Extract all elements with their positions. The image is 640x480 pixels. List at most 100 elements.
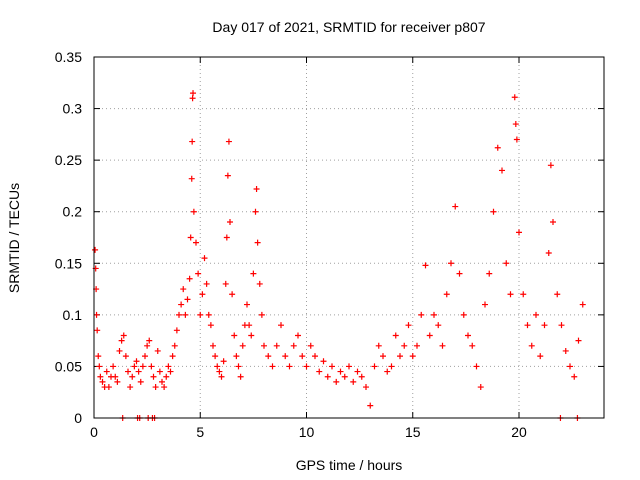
y-tick-label: 0.25 [55, 152, 82, 168]
data-point [324, 373, 331, 380]
data-point [337, 368, 344, 375]
data-point [163, 373, 170, 380]
data-point [397, 353, 403, 360]
data-point [225, 138, 232, 145]
data-point [460, 311, 467, 318]
data-point [333, 378, 340, 385]
data-point [439, 342, 446, 349]
data-point [295, 332, 301, 339]
data-point [524, 322, 531, 329]
data-point [169, 353, 176, 360]
data-point [186, 275, 193, 282]
data-point [354, 368, 361, 375]
y-tick-label: 0 [74, 410, 82, 426]
data-point [401, 342, 408, 349]
data-point [197, 311, 204, 318]
data-point [201, 255, 208, 262]
data-point [256, 280, 263, 287]
data-point [367, 402, 374, 409]
data-point [575, 337, 582, 344]
data-point [199, 291, 206, 298]
x-tick-label: 0 [90, 424, 98, 440]
data-point [512, 121, 519, 128]
y-tick-label: 0.35 [55, 49, 82, 65]
data-point [533, 311, 539, 318]
data-point [273, 342, 280, 349]
data-point [165, 363, 172, 370]
data-point [125, 368, 131, 375]
data-point [92, 246, 99, 253]
data-point [253, 186, 260, 193]
data-point [142, 353, 148, 360]
chart-title: Day 017 of 2021, SRMTID for receiver p80… [212, 19, 485, 35]
data-point [152, 384, 159, 391]
data-point [307, 342, 314, 349]
data-point [154, 347, 161, 354]
data-point [511, 94, 518, 101]
data-point [222, 280, 229, 287]
data-point [178, 301, 185, 308]
data-point [95, 353, 102, 360]
data-point [469, 342, 476, 349]
y-tick-label: 0.1 [63, 307, 83, 323]
data-point [499, 167, 505, 174]
data-point [146, 337, 153, 344]
data-point [184, 296, 191, 303]
data-point [224, 172, 231, 179]
data-point [203, 280, 210, 287]
data-point [189, 95, 196, 102]
data-point [550, 219, 556, 226]
data-point [96, 363, 103, 370]
data-point [235, 363, 242, 370]
data-point [227, 219, 233, 226]
axis-ticks: 0 0.05 0.1 0.15 0.2 0.25 0.3 0.35 0 5 10 15 20 [55, 49, 604, 440]
data-point [422, 262, 429, 269]
data-point [246, 322, 253, 329]
data-point [269, 363, 276, 370]
data-point [105, 384, 112, 391]
data-point [220, 358, 227, 365]
data-point [516, 229, 522, 236]
data-point [237, 373, 244, 380]
data-point [392, 332, 399, 339]
data-point [541, 322, 548, 329]
data-point [205, 311, 212, 318]
data-point [252, 208, 259, 215]
data-point [477, 384, 484, 391]
data-point [190, 208, 197, 215]
data-point [229, 291, 236, 298]
data-point [114, 378, 121, 385]
data-point [188, 175, 195, 182]
data-point [93, 311, 100, 318]
y-tick-label: 0.15 [55, 255, 82, 271]
data-point [503, 260, 510, 267]
data-points [92, 90, 586, 421]
data-point [144, 342, 151, 349]
data-point [571, 373, 578, 380]
data-point [207, 322, 214, 329]
x-tick-label: 5 [196, 424, 204, 440]
data-point [180, 286, 187, 293]
data-point [380, 353, 386, 360]
data-point [435, 322, 442, 329]
data-point [112, 373, 119, 380]
y-tick-label: 0.2 [63, 204, 83, 220]
data-point [261, 342, 267, 349]
data-point [118, 337, 125, 344]
data-point [216, 368, 223, 375]
data-point [375, 342, 382, 349]
data-point [99, 378, 106, 385]
data-point [173, 327, 180, 334]
data-point [159, 378, 165, 385]
data-point [193, 239, 199, 246]
data-point [329, 363, 335, 370]
data-point [513, 136, 520, 143]
data-point [418, 311, 425, 318]
data-point [312, 353, 318, 360]
data-point [554, 291, 561, 298]
data-point [562, 347, 569, 354]
data-point [414, 342, 420, 349]
data-point [265, 353, 272, 360]
data-point [567, 363, 573, 370]
